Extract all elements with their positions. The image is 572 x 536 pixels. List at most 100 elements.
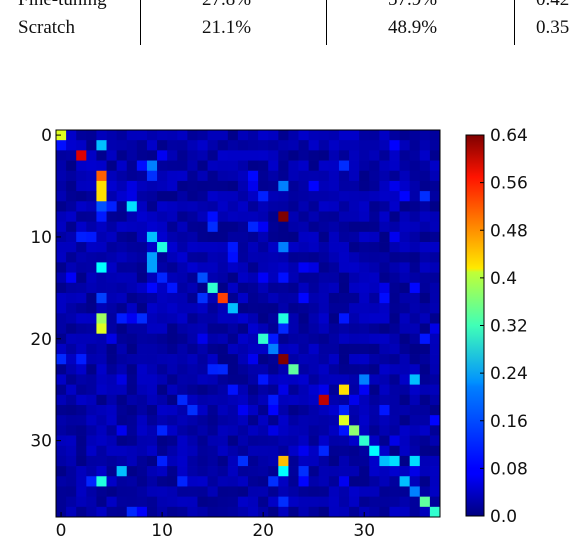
heatmap-cell bbox=[409, 476, 421, 487]
heatmap-cell bbox=[66, 211, 77, 223]
heatmap-cell bbox=[86, 282, 97, 294]
heatmap-cell bbox=[248, 374, 259, 385]
heatmap-cell bbox=[237, 476, 249, 487]
heatmap-cell bbox=[258, 150, 269, 161]
heatmap-cell bbox=[278, 221, 289, 233]
heatmap-cell bbox=[227, 323, 239, 335]
heatmap-cell bbox=[359, 130, 370, 141]
heatmap-cell bbox=[207, 303, 219, 314]
heatmap-cell bbox=[126, 201, 138, 212]
heatmap-cell bbox=[197, 466, 208, 477]
heatmap-cell bbox=[197, 262, 208, 273]
heatmap-cell bbox=[136, 150, 148, 161]
heatmap-cell bbox=[258, 394, 269, 406]
heatmap-cell bbox=[399, 333, 411, 345]
heatmap-cell bbox=[167, 180, 178, 192]
heatmap-cell bbox=[338, 252, 350, 263]
heatmap-cell bbox=[136, 364, 148, 375]
heatmap-cell bbox=[389, 191, 400, 202]
heatmap-cell bbox=[278, 313, 289, 324]
heatmap-cell bbox=[106, 160, 118, 172]
heatmap-cell bbox=[187, 242, 198, 253]
heatmap-cell bbox=[328, 130, 340, 141]
heatmap-cell bbox=[106, 191, 118, 202]
heatmap-cell bbox=[227, 364, 239, 375]
heatmap-cell bbox=[359, 496, 370, 508]
heatmap-cell bbox=[66, 455, 77, 467]
heatmap-cell bbox=[409, 333, 421, 345]
heatmap-cell bbox=[217, 374, 229, 385]
heatmap-cell bbox=[146, 211, 158, 223]
heatmap-cell bbox=[248, 180, 259, 192]
heatmap-cell bbox=[126, 496, 138, 508]
heatmap-cell bbox=[146, 303, 158, 314]
heatmap-cell bbox=[207, 313, 219, 324]
heatmap-cell bbox=[419, 130, 431, 141]
heatmap-cell bbox=[177, 333, 188, 345]
heatmap-cell bbox=[409, 313, 421, 324]
heatmap-cell bbox=[177, 130, 188, 141]
heatmap-cell bbox=[308, 170, 320, 182]
heatmap-cell bbox=[318, 404, 330, 416]
heatmap-cell bbox=[96, 292, 107, 304]
heatmap-cell bbox=[56, 394, 67, 406]
heatmap-cell bbox=[288, 435, 299, 447]
heatmap-cell bbox=[116, 282, 128, 294]
heatmap-cell bbox=[268, 476, 279, 487]
heatmap-cell bbox=[248, 303, 259, 314]
heatmap-cell bbox=[288, 292, 299, 304]
heatmap-cell bbox=[369, 211, 380, 223]
heatmap-cell bbox=[167, 140, 178, 151]
heatmap-cell bbox=[96, 221, 107, 233]
heatmap-cell bbox=[157, 282, 168, 294]
heatmap-cell bbox=[288, 272, 299, 284]
heatmap-cell bbox=[167, 333, 178, 345]
heatmap-cell bbox=[389, 221, 400, 233]
heatmap-cell bbox=[328, 211, 340, 223]
heatmap-cell bbox=[116, 303, 128, 314]
heatmap-cell bbox=[328, 404, 340, 416]
heatmap-cell bbox=[308, 486, 320, 498]
heatmap-cell bbox=[298, 262, 310, 273]
heatmap-cell bbox=[338, 323, 350, 335]
heatmap-cell bbox=[227, 466, 239, 477]
heatmap-cell bbox=[187, 435, 198, 447]
heatmap-cell bbox=[369, 242, 380, 253]
heatmap-cell bbox=[187, 425, 198, 436]
heatmap-cell bbox=[359, 415, 370, 426]
heatmap-cell bbox=[106, 354, 118, 365]
heatmap-cell bbox=[338, 140, 350, 151]
heatmap-cell bbox=[76, 191, 87, 202]
heatmap-cell bbox=[56, 130, 67, 141]
heatmap-cell bbox=[369, 130, 380, 141]
heatmap-cell bbox=[338, 150, 350, 161]
heatmap-cell bbox=[86, 140, 97, 151]
heatmap-cell bbox=[146, 425, 158, 436]
heatmap-cell bbox=[187, 354, 198, 365]
heatmap-cell bbox=[177, 486, 188, 498]
colorbar-tick-label: 0.64 bbox=[490, 126, 528, 146]
heatmap-cell bbox=[369, 282, 380, 294]
heatmap-cell bbox=[409, 455, 421, 467]
heatmap-cell bbox=[217, 201, 229, 212]
heatmap-cell bbox=[187, 333, 198, 345]
heatmap-cell bbox=[207, 415, 219, 426]
heatmap-cell bbox=[86, 130, 97, 141]
x-tick-label: 10 bbox=[151, 521, 173, 536]
heatmap-cell bbox=[409, 384, 421, 396]
heatmap-cell bbox=[359, 180, 370, 192]
heatmap-cell bbox=[399, 425, 411, 436]
heatmap-cell bbox=[389, 252, 400, 263]
heatmap-cell bbox=[429, 292, 441, 304]
heatmap-cell bbox=[197, 313, 208, 324]
heatmap-cell bbox=[217, 364, 229, 375]
heatmap-cell bbox=[379, 292, 390, 304]
heatmap-cell bbox=[96, 476, 107, 487]
heatmap-cell bbox=[359, 140, 370, 151]
heatmap-cell bbox=[278, 211, 289, 223]
heatmap-cell bbox=[177, 476, 188, 487]
heatmap-cell bbox=[389, 211, 400, 223]
heatmap-cell bbox=[187, 272, 198, 284]
heatmap-cell bbox=[197, 425, 208, 436]
heatmap-cell bbox=[389, 343, 400, 355]
